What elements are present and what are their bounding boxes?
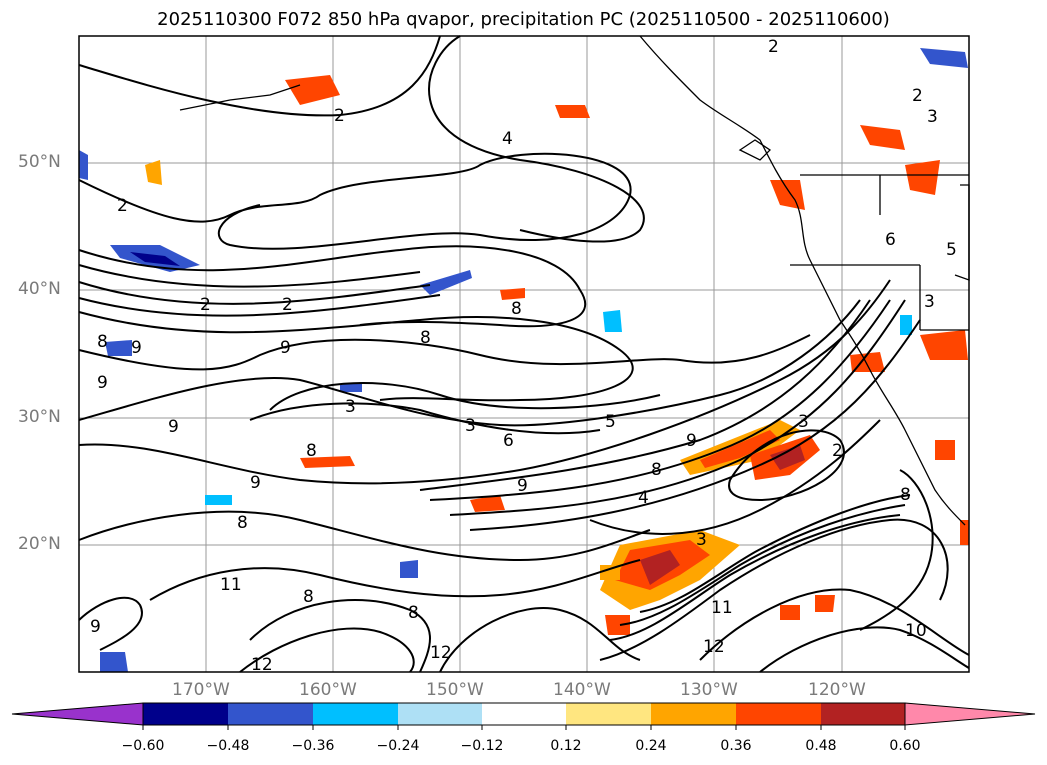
colorbar-segment xyxy=(313,703,398,725)
colorbar-segment xyxy=(821,703,905,725)
colorbar-segment xyxy=(566,703,651,725)
contour-label: 2 xyxy=(282,295,293,315)
lon-label-120w: 120°W xyxy=(808,680,866,700)
colorbar-tick-label: 0.36 xyxy=(720,738,752,754)
lat-label-20n: 20°N xyxy=(18,534,61,554)
contour-label: 2 xyxy=(768,37,779,57)
colorbar-segment xyxy=(482,703,566,725)
contour-label: 3 xyxy=(465,416,476,436)
colorbar-extend-min xyxy=(11,702,144,726)
map-title: 2025110300 F072 850 hPa qvapor, precipit… xyxy=(157,9,890,30)
contour-label: 11 xyxy=(711,598,733,618)
contour-label: 3 xyxy=(798,412,809,432)
colorbar-outline xyxy=(142,702,906,726)
contour-label: 5 xyxy=(946,240,957,260)
contour-label: 12 xyxy=(703,637,725,657)
contour-label-group: 2 4 2 2 2 8 9 8 9 3 9 8 9 3 6 5 9 8 9 4 … xyxy=(90,37,957,675)
lon-label-140w: 140°W xyxy=(553,680,611,700)
contour-label: 2 xyxy=(832,441,843,461)
contour-label: 4 xyxy=(638,488,649,508)
contour-label: 9 xyxy=(97,373,108,393)
lat-label-40n: 40°N xyxy=(18,279,61,299)
contour-label: 2 xyxy=(200,295,211,315)
contour-label: 3 xyxy=(345,397,356,417)
colorbar-segment xyxy=(651,703,736,725)
contour-label: 2 xyxy=(117,196,128,216)
contour-label: 3 xyxy=(696,530,707,550)
colorbar-tick-label: −0.60 xyxy=(121,738,165,754)
map-background xyxy=(79,36,969,672)
colorbar-extend-max xyxy=(904,702,1036,726)
lon-label-130w: 130°W xyxy=(680,680,738,700)
colorbar-tick-label: 0.12 xyxy=(550,738,582,754)
contour-label: 8 xyxy=(237,513,248,533)
colorbar-tick-label: −0.48 xyxy=(206,738,250,754)
colorbar-segment xyxy=(143,703,228,725)
contour-label: 5 xyxy=(605,412,616,432)
contour-label: 9 xyxy=(131,338,142,358)
contour-label: 3 xyxy=(927,107,938,127)
contour-label: 6 xyxy=(503,431,514,451)
colorbar-segment xyxy=(228,703,313,725)
contour-label: 6 xyxy=(885,230,896,250)
contour-label: 9 xyxy=(686,431,697,451)
contour-label: 3 xyxy=(924,292,935,312)
lon-label-160w: 160°W xyxy=(299,680,357,700)
contour-label: 8 xyxy=(306,441,317,461)
contour-label: 2 xyxy=(912,86,923,106)
contour-label: 8 xyxy=(408,603,419,623)
colorbar-tick-label: −0.12 xyxy=(460,738,504,754)
contour-label: 12 xyxy=(251,655,273,675)
precip-negative xyxy=(79,48,968,672)
precip-positive xyxy=(145,75,969,635)
colorbar xyxy=(11,702,1036,730)
colorbar-tick-label: 0.60 xyxy=(889,738,921,754)
contour-label: 9 xyxy=(280,338,291,358)
colorbar-tick-label: 0.24 xyxy=(635,738,667,754)
colorbar-segment xyxy=(736,703,821,725)
contour-label: 10 xyxy=(905,621,927,641)
contour-label: 8 xyxy=(651,460,662,480)
contour-label: 8 xyxy=(900,485,911,505)
contour-label: 11 xyxy=(220,575,242,595)
contour-label: 9 xyxy=(250,473,261,493)
lat-label-50n: 50°N xyxy=(18,152,61,172)
contour-label: 4 xyxy=(502,129,513,149)
contour-label: 12 xyxy=(430,643,452,663)
contour-label: 2 xyxy=(334,106,345,126)
contour-label: 8 xyxy=(511,299,522,319)
lon-label-170w: 170°W xyxy=(172,680,230,700)
colorbar-tick-label: −0.24 xyxy=(376,738,420,754)
lon-label-150w: 150°W xyxy=(426,680,484,700)
qvapor-contours xyxy=(78,35,970,673)
colorbar-tick-label: −0.36 xyxy=(291,738,335,754)
lat-label-30n: 30°N xyxy=(18,407,61,427)
colorbar-segment xyxy=(398,703,482,725)
map-border xyxy=(78,35,970,673)
contour-label: 9 xyxy=(517,476,528,496)
contour-label: 9 xyxy=(168,417,179,437)
contour-label: 8 xyxy=(97,332,108,352)
contour-label: 8 xyxy=(303,587,314,607)
contour-label: 8 xyxy=(420,328,431,348)
contour-label: 9 xyxy=(90,617,101,637)
colorbar-tick-label: 0.48 xyxy=(805,738,837,754)
